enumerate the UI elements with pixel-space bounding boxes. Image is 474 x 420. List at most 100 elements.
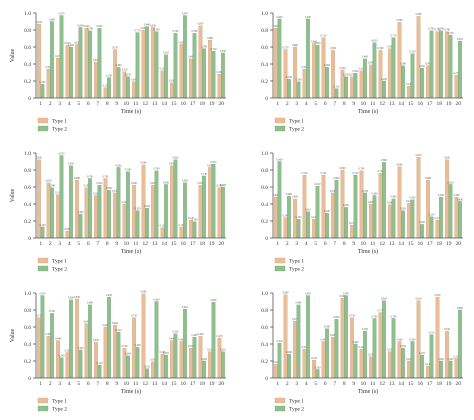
bar-type2 xyxy=(202,175,206,239)
x-tick-label: 13 xyxy=(152,381,158,387)
x-axis-label: Time (s) xyxy=(121,248,141,255)
bar-type1 xyxy=(388,48,392,99)
data-label: 0.980 xyxy=(283,292,290,295)
data-label: 0.280 xyxy=(217,71,224,74)
bar-type1 xyxy=(160,227,165,239)
bar-type1 xyxy=(274,364,278,379)
data-label: 0.310 xyxy=(122,68,129,71)
x-tick-label: 2 xyxy=(49,381,52,387)
data-label: 0.190 xyxy=(131,79,138,82)
bar-type2 xyxy=(344,295,348,379)
x-tick-label: 19 xyxy=(446,241,452,247)
bar-type1 xyxy=(426,365,430,379)
legend-swatch-type2 xyxy=(37,125,49,132)
bar-type2 xyxy=(221,351,225,379)
bar-type1 xyxy=(65,231,70,239)
bar-type1 xyxy=(416,157,421,239)
data-label: 0.710 xyxy=(36,314,43,317)
bar-type1 xyxy=(454,358,459,379)
data-label: 0.360 xyxy=(324,64,331,67)
bar-type2 xyxy=(315,369,320,379)
data-label: 0.490 xyxy=(46,333,53,336)
data-label: 0.480 xyxy=(438,194,445,197)
bar-type1 xyxy=(435,297,440,379)
legend-label-type2: Type 2 xyxy=(52,267,67,273)
bar-type2 xyxy=(382,300,386,379)
x-tick-label: 10 xyxy=(124,381,130,387)
data-label: 0.810 xyxy=(182,306,189,309)
bar-type1 xyxy=(179,44,184,99)
y-tick-label: 0.8 xyxy=(24,308,31,314)
bar-type1 xyxy=(75,180,79,239)
bar-type1 xyxy=(56,340,60,379)
data-label: 0.270 xyxy=(163,352,170,355)
y-axis-label: Value xyxy=(10,328,16,342)
y-tick-label: 0.4 xyxy=(24,342,31,348)
x-tick-label: 3 xyxy=(58,101,61,107)
bar-type2 xyxy=(391,318,396,379)
x-tick-label: 11 xyxy=(133,241,139,247)
data-label: 0.480 xyxy=(192,334,199,337)
bar-type2 xyxy=(458,40,462,99)
x-tick-label: 11 xyxy=(133,381,139,387)
bar-type2 xyxy=(192,337,197,379)
bar-type1 xyxy=(283,217,288,239)
data-label: 0.970 xyxy=(182,12,189,15)
x-tick-label: 14 xyxy=(162,101,168,107)
bar-type2 xyxy=(40,295,45,379)
data-label: 0.160 xyxy=(419,221,426,224)
data-label: 0.240 xyxy=(59,354,66,357)
y-tick-label: 1.0 xyxy=(261,11,268,17)
bar-type1 xyxy=(435,220,440,239)
bar-type2 xyxy=(116,167,121,239)
bar-type1 xyxy=(397,166,402,239)
bar-type2 xyxy=(183,15,187,99)
data-label: 0.460 xyxy=(391,196,398,199)
data-label: 0.570 xyxy=(112,46,119,49)
bar-type2 xyxy=(69,165,73,239)
y-tick-label: 0.8 xyxy=(261,308,268,314)
x-tick-label: 19 xyxy=(209,241,215,247)
legend-swatch-type1 xyxy=(274,397,286,404)
bar-type2 xyxy=(154,170,159,239)
data-label: 0.380 xyxy=(425,63,432,66)
chart-panel-6: 0 0.2 0.4 0.6 0.8 1.0 0.160 0.410 1 0.980 0.280 2 0.… xyxy=(237,280,474,420)
data-label: 0.780 xyxy=(154,29,161,32)
data-label: 0.860 xyxy=(87,302,94,305)
bar-type1 xyxy=(397,22,402,99)
data-label: 0.970 xyxy=(59,12,66,15)
x-tick-label: 12 xyxy=(380,381,386,387)
data-label: 0.530 xyxy=(330,190,337,193)
data-label: 0.430 xyxy=(397,338,404,341)
data-label: 0.280 xyxy=(78,211,85,214)
data-label: 0.680 xyxy=(207,37,214,40)
bar-type2 xyxy=(145,208,149,239)
x-tick-label: 13 xyxy=(389,241,395,247)
data-label: 0.290 xyxy=(324,210,331,213)
data-label: 0.710 xyxy=(321,34,328,37)
bar-type1 xyxy=(46,182,51,239)
x-tick-label: 12 xyxy=(143,101,149,107)
bar-type1 xyxy=(321,341,326,379)
bar-type2 xyxy=(173,333,178,379)
bar-type2 xyxy=(325,67,329,99)
x-tick-label: 17 xyxy=(190,241,196,247)
data-label: 0.870 xyxy=(36,21,43,24)
x-tick-label: 6 xyxy=(87,241,90,247)
x-tick-label: 20 xyxy=(219,101,225,107)
x-tick-label: 11 xyxy=(370,241,376,247)
data-label: 0.430 xyxy=(321,338,328,341)
x-tick-label: 1 xyxy=(39,241,42,247)
bar-type1 xyxy=(122,203,127,239)
x-tick-label: 7 xyxy=(96,101,99,107)
bar-type2 xyxy=(154,301,159,379)
x-tick-label: 3 xyxy=(58,381,61,387)
x-tick-label: 8 xyxy=(343,381,346,387)
data-label: 0.970 xyxy=(40,292,47,295)
bar-type1 xyxy=(302,68,307,99)
x-tick-label: 14 xyxy=(399,241,405,247)
bar-type1 xyxy=(170,82,174,99)
data-label: 0.160 xyxy=(40,81,47,84)
bar-type2 xyxy=(40,226,45,239)
